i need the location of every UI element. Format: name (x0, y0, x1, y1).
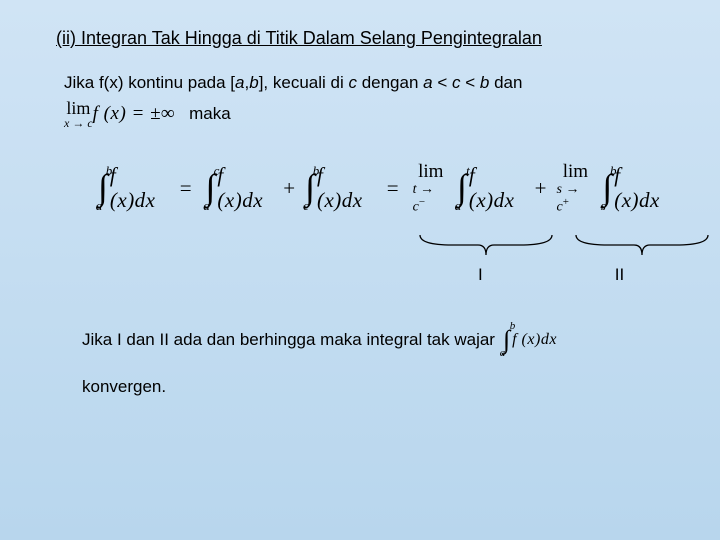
var-b2: b (480, 73, 489, 92)
text: Jika f(x) kontinu pada [ (64, 73, 235, 92)
limit-expression: lim x → c f (x) = ±∞ (64, 99, 175, 129)
small-integral: b ∫ a f (x)dx (503, 321, 557, 359)
integral-3: b ∫ c f (x)dx (305, 163, 373, 213)
limit-line: lim x → c f (x) = ±∞ maka (64, 99, 670, 129)
bound-top: t (466, 164, 470, 177)
lim-word: lim (66, 99, 90, 117)
integrand: f (x)dx (469, 163, 525, 213)
section-heading: (ii) Integran Tak Hingga di Titik Dalam … (56, 28, 670, 49)
limit-t: lim t → c− (413, 162, 449, 215)
integral-icon: ∫ (206, 177, 216, 199)
text: dengan (357, 73, 423, 92)
konvergen-text: konvergen. (82, 377, 670, 397)
conclusion-text: Jika I dan II ada dan berhingga maka int… (82, 330, 495, 350)
text: dan (489, 73, 522, 92)
lim-sub: s → c+ (557, 183, 595, 215)
var-c2: c (452, 73, 461, 92)
bound-top: c (214, 164, 220, 177)
plus: + (279, 176, 299, 201)
brace-2 (574, 233, 710, 263)
var-a: a (235, 73, 244, 92)
lim-sub: x → c (64, 117, 93, 129)
label-I: I (478, 265, 483, 285)
bound-top: b (510, 321, 516, 332)
integral-icon: ∫ (457, 177, 467, 199)
equals: = (379, 176, 407, 201)
label-row: I II (478, 265, 670, 285)
bound-bot: a (455, 199, 462, 212)
lim-word: lim (563, 162, 588, 181)
plus: + (531, 176, 551, 201)
integral-1: b ∫ a f (x)dx (98, 163, 166, 213)
bound-bot: a (203, 199, 210, 212)
integral-icon: ∫ (503, 332, 510, 348)
integrand: f (x)dx (217, 163, 273, 213)
bound-bot: a (96, 199, 103, 212)
integrand: f (x)dx (512, 331, 557, 349)
var-a2: a (423, 73, 432, 92)
brace-1 (418, 233, 554, 263)
integral-4: t ∫ a f (x)dx (457, 163, 525, 213)
bound-top: b (313, 164, 320, 177)
bound-bot: a (500, 348, 506, 359)
equals: = (172, 176, 200, 201)
lim-fx: f (x) = ±∞ (93, 103, 175, 125)
maka-text: maka (189, 104, 231, 124)
integrand: f (x)dx (614, 163, 670, 213)
bound-bot: c (303, 199, 309, 212)
conclusion-line: Jika I dan II ada dan berhingga maka int… (82, 321, 670, 359)
var-c: c (348, 73, 357, 92)
lim-sub: t → c− (413, 183, 449, 215)
label-II: II (615, 265, 624, 285)
bound-bot: s (601, 199, 606, 212)
definition-line: Jika f(x) kontinu pada [a,b], kecuali di… (64, 73, 670, 93)
integral-2: c ∫ a f (x)dx (206, 163, 274, 213)
var-b: b (249, 73, 258, 92)
text: ], kecuali di (259, 73, 349, 92)
brace-row (418, 233, 670, 263)
integrand: f (x)dx (110, 163, 166, 213)
text: < (433, 73, 452, 92)
integral-5: b ∫ s f (x)dx (602, 163, 670, 213)
integral-icon: ∫ (602, 177, 612, 199)
lim-word: lim (418, 162, 443, 181)
integral-icon: ∫ (98, 177, 108, 199)
integrand: f (x)dx (317, 163, 373, 213)
text: < (461, 73, 480, 92)
bound-top: b (106, 164, 113, 177)
integral-icon: ∫ (305, 177, 315, 199)
bound-top: b (610, 164, 617, 177)
main-equation: b ∫ a f (x)dx = c ∫ a f (x)dx + b ∫ c f … (98, 153, 670, 223)
limit-s: lim s → c+ (557, 162, 595, 215)
